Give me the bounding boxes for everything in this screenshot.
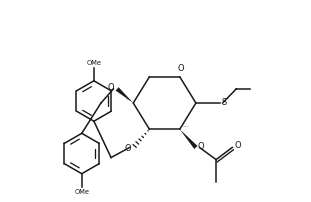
- Text: OMe: OMe: [86, 60, 101, 66]
- Text: ···: ···: [125, 98, 131, 102]
- Polygon shape: [116, 87, 133, 103]
- Text: ···: ···: [182, 124, 188, 129]
- Polygon shape: [180, 129, 197, 149]
- Text: O: O: [197, 142, 204, 151]
- Text: O: O: [177, 64, 184, 73]
- Text: S: S: [222, 98, 227, 106]
- Text: O: O: [108, 83, 114, 92]
- Text: O: O: [234, 141, 241, 150]
- Text: OMe: OMe: [74, 189, 89, 195]
- Text: O: O: [124, 144, 131, 153]
